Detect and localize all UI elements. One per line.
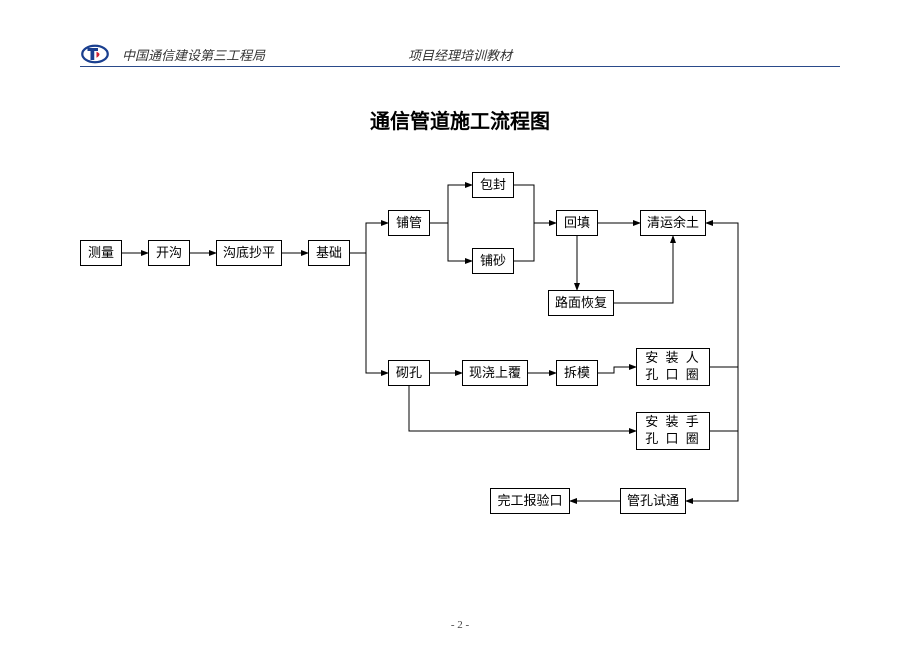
flowchart-edges (0, 150, 920, 590)
flow-node-n1: 测量 (80, 240, 122, 266)
page-number: - 2 - (0, 619, 920, 631)
flow-node-n16: 管孔试通 (620, 488, 686, 514)
flow-node-n6: 包封 (472, 172, 514, 198)
flow-node-n3: 沟底抄平 (216, 240, 282, 266)
flow-node-n17: 完工报验口 (490, 488, 570, 514)
flow-node-n13: 拆模 (556, 360, 598, 386)
flow-node-n7: 铺砂 (472, 248, 514, 274)
flow-node-n8: 回填 (556, 210, 598, 236)
header-org: 中国通信建设第三工程局 (122, 45, 265, 64)
flow-node-n15: 安 装 手 孔 口 圈 (636, 412, 710, 450)
flow-node-n4: 基础 (308, 240, 350, 266)
diagram-title: 通信管道施工流程图 (0, 105, 920, 134)
flow-node-n5: 铺管 (388, 210, 430, 236)
flow-node-n11: 砌孔 (388, 360, 430, 386)
flow-node-n9: 清运余土 (640, 210, 706, 236)
header-doc: 项目经理培训教材 (408, 45, 512, 64)
page-header: 中国通信建设第三工程局 项目经理培训教材 (80, 42, 840, 67)
org-logo (80, 44, 110, 64)
flow-node-n12: 现浇上覆 (462, 360, 528, 386)
flow-node-n10: 路面恢复 (548, 290, 614, 316)
flowchart-area: 测量开沟沟底抄平基础 铺管 包封铺砂 回填 清运余土路面恢复砌孔 现浇上覆 拆模 安 装 人 … (0, 150, 920, 590)
flow-node-n2: 开沟 (148, 240, 190, 266)
flow-node-n14: 安 装 人 孔 口 圈 (636, 348, 710, 386)
